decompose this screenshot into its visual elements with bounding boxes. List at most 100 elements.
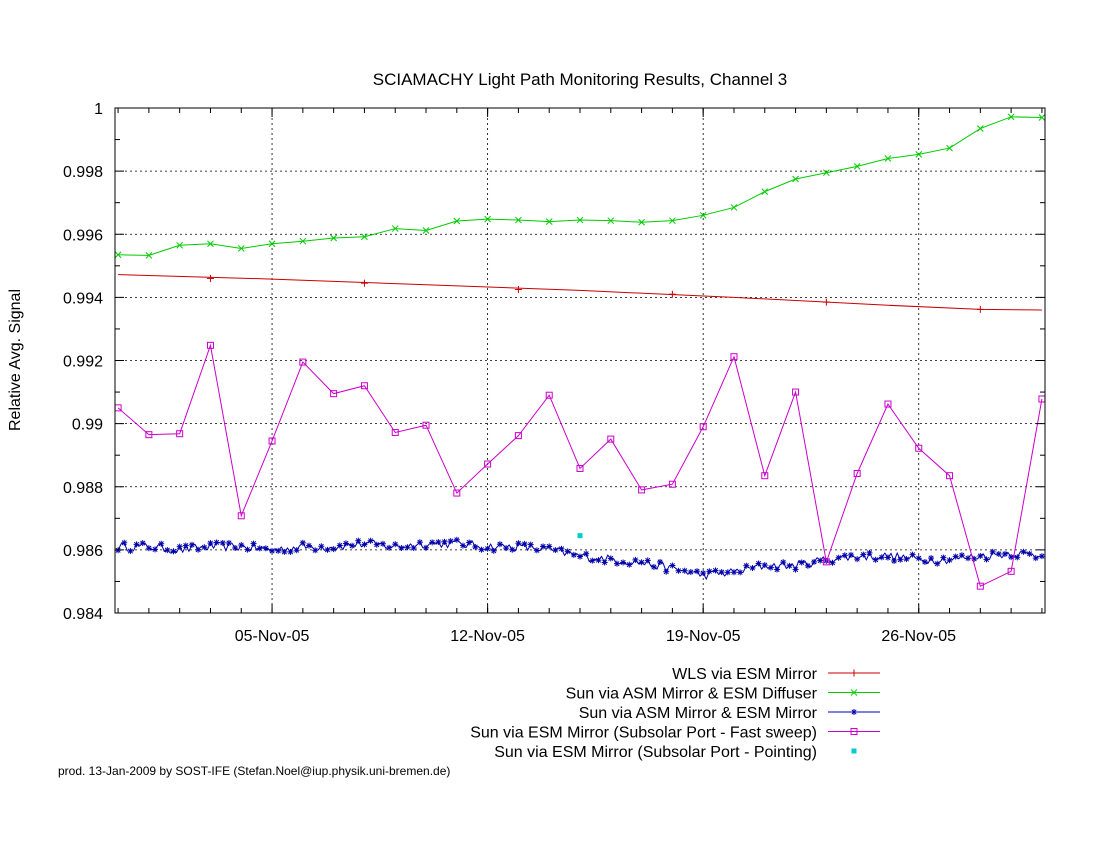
data-point [238,541,245,548]
data-point [466,539,473,546]
data-point [330,546,337,553]
data-point [872,556,879,563]
data-point [281,548,288,555]
data-point [792,175,799,183]
data-point [312,547,319,554]
data-point [669,562,676,569]
data-point [268,437,276,445]
data-point [182,542,189,549]
data-point [730,353,738,361]
series-4 [577,533,583,539]
data-point [164,547,171,554]
x-tick-label: 12-Nov-05 [450,628,525,645]
legend-marker [850,689,858,696]
data-point [638,559,645,566]
data-point [576,216,584,224]
data-point [761,188,769,195]
legend-label: WLS via ESM Mirror [672,666,818,683]
data-point [694,568,701,575]
data-point [509,546,516,553]
data-point [952,553,959,560]
data-point [767,564,774,571]
legend-marker [851,748,857,754]
data-point [379,540,386,547]
footer-credit: prod. 13-Jan-2009 by SOST-IFE (Stefan.No… [58,764,450,778]
data-point [545,391,553,399]
y-tick-label: 0.984 [63,606,103,623]
data-point [700,570,707,577]
data-point [484,460,492,468]
data-point [577,533,583,539]
data-point [392,541,399,548]
data-point [737,569,744,576]
series-2 [115,536,1045,581]
data-point [866,549,873,556]
data-point [1020,548,1027,555]
data-point [669,217,676,225]
series-line [118,274,1042,311]
data-point [533,547,540,554]
data-point [256,545,263,552]
data-point [336,542,343,549]
data-point [743,562,750,569]
data-point [817,557,824,564]
data-point [835,554,842,561]
data-point [373,541,380,548]
data-point [386,544,393,551]
data-point [453,217,461,225]
data-point [318,543,325,550]
data-point [306,542,313,549]
data-point [206,341,214,349]
data-point [514,432,522,440]
y-tick-label: 1 [94,101,103,118]
data-point [342,540,349,547]
data-point [145,431,153,439]
data-point [349,542,356,549]
legend-label: Sun via ESM Mirror (Subsolar Port - Poin… [494,744,817,761]
data-point [170,548,177,555]
data-point [946,557,953,564]
data-point [404,544,411,551]
data-point [724,569,731,576]
y-tick-label: 0.998 [63,164,103,181]
y-tick-label: 0.988 [63,480,103,497]
data-point [995,550,1002,557]
data-point [632,556,639,563]
data-point [114,251,122,259]
data-point [903,556,910,563]
legend-marker [850,669,858,677]
data-point [361,541,368,548]
data-point [668,290,676,298]
data-point [699,423,707,431]
data-point [391,428,399,436]
data-point [484,545,491,552]
data-point [761,562,768,569]
data-point [657,558,664,565]
data-point [730,204,738,211]
legend: WLS via ESM Mirror Sun via ASM Mirror & E… [470,666,880,761]
data-point [1001,550,1008,557]
data-point [127,548,134,555]
data-point [884,155,892,162]
data-point [360,382,368,390]
data-point [976,582,984,590]
data-point [755,560,762,567]
y-tick-label: 0.996 [63,227,103,244]
data-point [638,218,645,226]
data-point [1007,567,1015,575]
data-point [299,237,307,245]
data-point [749,564,756,571]
data-point [484,215,491,223]
data-point [595,557,602,564]
data-point [330,390,338,398]
data-point [515,216,522,224]
data-point [410,545,417,552]
data-point [983,556,990,563]
data-point [293,547,300,554]
data-point [459,542,466,549]
data-point [564,548,571,555]
data-point [1038,114,1046,121]
data-point [546,543,553,550]
data-point [558,545,565,552]
data-point [545,218,553,225]
